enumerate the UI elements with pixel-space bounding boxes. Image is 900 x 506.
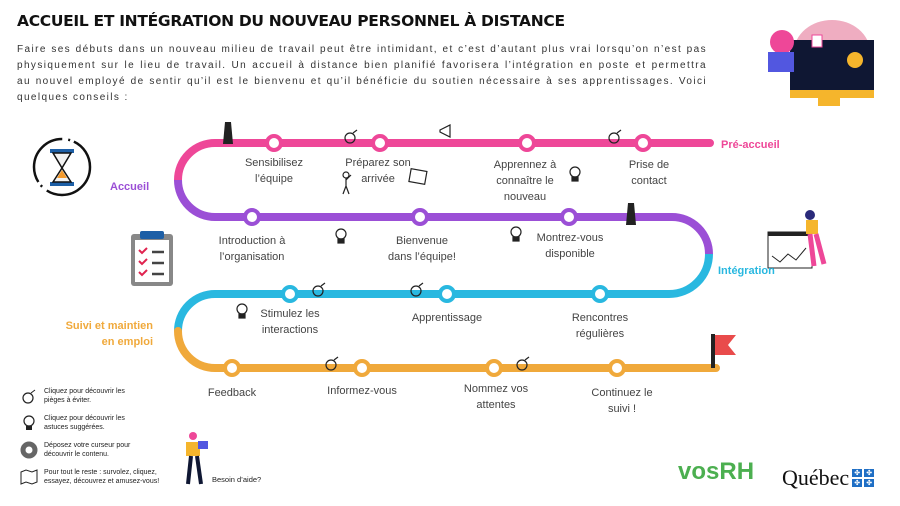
station-apprentissage[interactable]: Apprentissage (411, 312, 483, 324)
station-prise-contact[interactable]: Prise de contact (628, 159, 670, 187)
station-markers[interactable] (223, 134, 652, 377)
station-preparez[interactable]: Préparez son arrivée (345, 157, 411, 185)
station-informez[interactable]: Informez-vous (327, 385, 397, 397)
page-title: ACCUEIL ET INTÉGRATION DU NOUVEAU PERSON… (17, 12, 565, 30)
station-sensibilisez[interactable]: Sensibilisez l’équipe (244, 157, 304, 185)
intro-text: Faire ses débuts dans un nouveau milieu … (17, 44, 707, 103)
station-introduction[interactable]: Introduction à l’organisation (218, 235, 286, 263)
phase-pre-accueil: Pré-accueil (721, 139, 780, 151)
stick-figure-icon (342, 171, 352, 195)
quebec-logo: Québec ✤ ✤ ✤ ✤ (782, 465, 875, 491)
megaphone-icon (439, 124, 451, 138)
map-icon (20, 468, 38, 486)
hourglass-icon (32, 137, 92, 197)
remote-meeting-illustration (768, 20, 874, 106)
station-continuez[interactable]: Continuez le suivi ! (591, 387, 653, 415)
station-montrez-vous[interactable]: Montrez-vous disponible (536, 232, 604, 260)
finish-flag-icon (711, 334, 736, 368)
calendar-icon (408, 168, 428, 185)
checklist-icon (131, 231, 173, 286)
legend-map: Pour tout le reste : survolez, cliquez, e… (20, 468, 159, 486)
lightbulb-icon (20, 414, 38, 432)
station-feedback[interactable]: Feedback (207, 387, 257, 399)
phase-integration: Intégration (718, 265, 775, 277)
quebec-flag-icon: ✤ ✤ ✤ ✤ (852, 469, 875, 487)
help-link[interactable]: Besoin d’aide? (212, 475, 262, 484)
help-person-illustration (186, 432, 208, 485)
legend-bulb: Cliquez pour découvrir les astuces suggér… (20, 414, 125, 432)
lightbulb-icon[interactable] (236, 166, 581, 319)
legend-bomb: Cliquez pour découvrir les pièges à évite… (20, 387, 125, 405)
legend-station: Déposez votre curseur pour découvrir le c… (20, 441, 130, 459)
bomb-icon (20, 387, 38, 405)
growth-chart-illustration (767, 210, 827, 269)
station-rencontres[interactable]: Rencontres régulières (571, 312, 629, 340)
station-bienvenue[interactable]: Bienvenue dans l’équipe! (388, 235, 456, 263)
station-stimulez[interactable]: Stimulez les interactions (260, 308, 320, 336)
vosrh-logo: vosRH (678, 458, 755, 485)
phase-suivi: Suivi et maintien en emploi (65, 320, 153, 348)
station-apprennez[interactable]: Apprennez à connaître le nouveau (493, 159, 557, 203)
phase-accueil: Accueil (110, 181, 150, 193)
bomb-icon[interactable] (312, 129, 622, 371)
station-ring-icon (20, 441, 38, 459)
station-nommez[interactable]: Nommez vos attentes (463, 383, 529, 411)
lighthouse-icon[interactable] (223, 122, 636, 225)
